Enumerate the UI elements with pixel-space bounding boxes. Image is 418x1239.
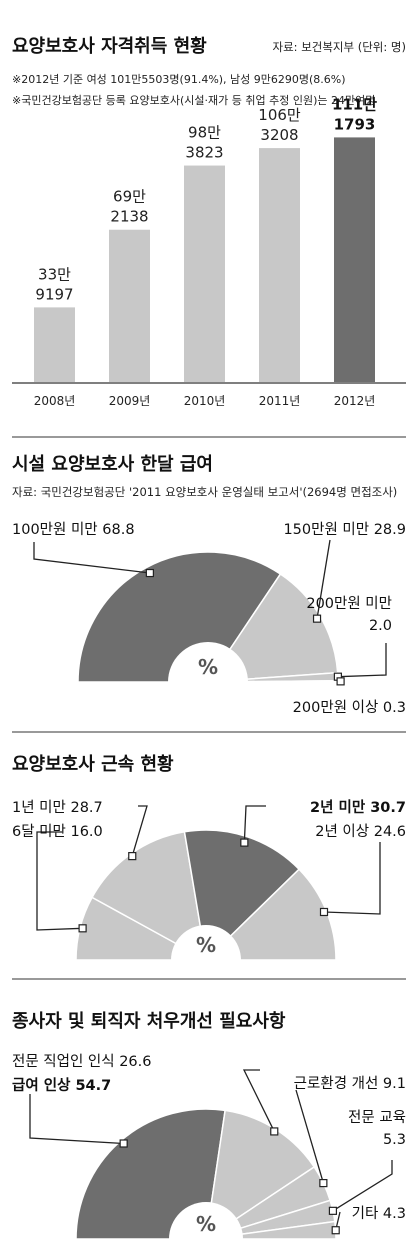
x-tick-label: 2012년 xyxy=(334,394,376,408)
bar-1 xyxy=(109,229,150,382)
slice-value: 2.0 xyxy=(369,618,392,634)
bar-0 xyxy=(34,307,75,382)
leader-marker xyxy=(240,838,249,847)
panel-tenure: 요양보호사 근속 현황 % 6달 미만 16.0 1년 미만 28.7 2년 미만 3… xyxy=(12,754,406,980)
bar-value-label: 106만 xyxy=(258,106,301,124)
leader-line xyxy=(337,643,387,678)
bar-value-label: 33만 xyxy=(38,265,71,283)
x-tick-label: 2009년 xyxy=(109,394,151,408)
leader-line xyxy=(242,1069,275,1132)
pie-slice-0 xyxy=(77,551,282,683)
leader-line xyxy=(295,1089,324,1184)
leader-line xyxy=(332,1160,393,1212)
slice-label: 1년 미만 28.7 xyxy=(12,799,103,816)
chart-title: 종사자 및 퇴직자 처우개선 필요사항 xyxy=(12,1011,286,1032)
bar-value-label: 3208 xyxy=(260,126,298,144)
slice-label: 전문 교육 xyxy=(348,1109,406,1126)
x-tick-label: 2011년 xyxy=(259,394,301,408)
bar-value-label: 9197 xyxy=(35,285,73,303)
bar-4 xyxy=(334,137,375,382)
x-axis-ticks: 2008년 2009년 2010년 2011년 2012년 xyxy=(34,394,376,408)
leader-line xyxy=(131,805,148,857)
bar-value-label: 2138 xyxy=(110,208,148,226)
leader-line xyxy=(323,842,381,915)
pie-center-hole xyxy=(171,925,241,960)
chart-note-2: ※국민건강보험공단 등록 요양보호사(시설·재가 등 취업 추정 인원)는 24… xyxy=(12,94,375,107)
bar-2 xyxy=(184,165,225,382)
leader-marker xyxy=(119,1139,128,1148)
bar-value-label: 69만 xyxy=(113,188,146,206)
panel-license-acquisition: 요양보호사 자격취득 현황 자료: 보건복지부 (단위: 명) ※2012년 기… xyxy=(12,36,407,438)
pie-center-label: % xyxy=(196,1212,216,1236)
x-tick-label: 2008년 xyxy=(34,394,76,408)
leader-line xyxy=(33,542,150,574)
leader-marker xyxy=(336,677,345,686)
leader-marker xyxy=(128,852,137,861)
leader-line xyxy=(316,539,331,619)
leader-line xyxy=(36,831,83,931)
slice-label: 100만원 미만 68.8 xyxy=(12,521,135,538)
leader-line xyxy=(29,1094,124,1145)
bar-value-label: 1793 xyxy=(334,115,376,133)
leader-marker xyxy=(312,614,322,623)
semi-pie-salary: % 100만원 미만 68.8 150만원 미만 28.9 200만원 미만 2.0 20… xyxy=(12,521,406,716)
bar-3 xyxy=(259,148,300,382)
bar-value-label: 98만 xyxy=(188,124,221,142)
bar-series: 33만 9197 69만 2138 98만 3823 106만 3208 111만 1793 xyxy=(34,95,377,382)
leader-marker xyxy=(270,1127,279,1136)
slice-label: 2년 미만 30.7 xyxy=(310,799,406,816)
leader-marker xyxy=(78,924,87,933)
leader-marker xyxy=(331,1226,340,1235)
pie-center-hole xyxy=(168,642,248,682)
panel-monthly-salary: 시설 요양보호사 한달 급여 자료: 국민건강보험공단 '2011 요양보호사 … xyxy=(12,454,406,733)
leader-marker xyxy=(145,568,154,578)
slice-label: 2년 이상 24.6 xyxy=(315,823,406,840)
semi-pie-tenure: % 6달 미만 16.0 1년 미만 28.7 2년 미만 30.7 2년 이상 24.… xyxy=(12,799,406,962)
leader-line xyxy=(243,805,266,843)
slice-label: 급여 인상 54.7 xyxy=(12,1076,111,1094)
pie-center-hole xyxy=(169,1202,243,1239)
bar-value-label: 3823 xyxy=(185,144,223,162)
chart-source: 자료: 국민건강보험공단 '2011 요양보호사 운영실태 보고서'(2694명… xyxy=(12,485,397,499)
slice-label: 전문 직업인 인식 26.6 xyxy=(12,1053,152,1070)
x-tick-label: 2010년 xyxy=(184,394,226,408)
slice-label: 기타 4.3 xyxy=(352,1205,406,1222)
chart-source: 자료: 보건복지부 (단위: 명) xyxy=(273,40,407,54)
slice-label: 6달 미만 16.0 xyxy=(12,823,103,840)
pie-center-label: % xyxy=(196,933,216,957)
leader-marker xyxy=(319,1178,328,1188)
leader-marker xyxy=(319,907,329,917)
chart-title: 요양보호사 자격취득 현황 xyxy=(12,36,207,57)
bar-value-label: 111만 xyxy=(332,95,377,113)
panel-improvements: 종사자 및 퇴직자 처우개선 필요사항 % 급여 인상 54.7 전문 직업인 인식… xyxy=(12,1011,406,1239)
chart-note-1: ※2012년 기준 여성 101만5503명(91.4%), 남성 9만6290… xyxy=(12,73,346,86)
slice-value: 5.3 xyxy=(383,1132,406,1148)
slice-label: 150만원 미만 28.9 xyxy=(283,521,406,538)
chart-title: 요양보호사 근속 현황 xyxy=(12,754,174,775)
pie-center-label: % xyxy=(198,655,218,679)
slice-label: 200만원 미만 xyxy=(306,595,392,612)
semi-pie-improvements: % 급여 인상 54.7 전문 직업인 인식 26.6 근로환경 개선 9.1 전문 교… xyxy=(12,1053,406,1239)
chart-title: 시설 요양보호사 한달 급여 xyxy=(12,454,213,475)
leader-marker xyxy=(328,1206,338,1215)
slice-label: 200만원 이상 0.3 xyxy=(293,699,406,716)
slice-label: 근로환경 개선 9.1 xyxy=(294,1075,406,1092)
